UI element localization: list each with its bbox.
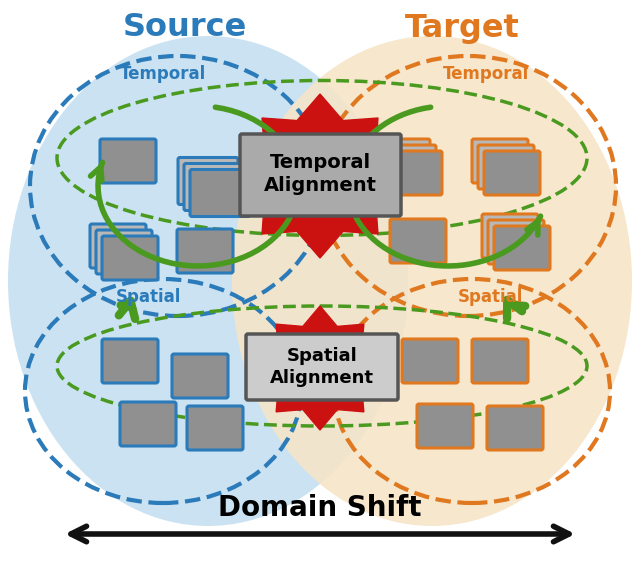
FancyBboxPatch shape (90, 224, 146, 268)
Text: Spatial
Alignment: Spatial Alignment (270, 347, 374, 387)
FancyBboxPatch shape (240, 134, 401, 216)
FancyBboxPatch shape (390, 219, 446, 263)
FancyBboxPatch shape (417, 404, 473, 448)
Polygon shape (258, 306, 382, 430)
FancyBboxPatch shape (380, 145, 436, 189)
Text: Spatial: Spatial (115, 288, 180, 306)
FancyBboxPatch shape (96, 230, 152, 274)
Ellipse shape (232, 36, 632, 526)
FancyBboxPatch shape (246, 334, 398, 400)
FancyBboxPatch shape (184, 164, 244, 210)
FancyBboxPatch shape (482, 214, 538, 258)
Text: Domain Shift: Domain Shift (218, 494, 422, 522)
FancyBboxPatch shape (478, 145, 534, 189)
Text: Temporal: Temporal (120, 65, 206, 83)
FancyBboxPatch shape (172, 354, 228, 398)
Text: Temporal: Temporal (443, 65, 529, 83)
Text: Target: Target (404, 13, 520, 44)
FancyBboxPatch shape (386, 151, 442, 195)
FancyBboxPatch shape (187, 406, 243, 450)
Text: Temporal
Alignment: Temporal Alignment (264, 153, 376, 195)
FancyBboxPatch shape (484, 151, 540, 195)
FancyBboxPatch shape (472, 339, 528, 383)
Polygon shape (238, 94, 402, 258)
FancyBboxPatch shape (102, 236, 158, 280)
FancyBboxPatch shape (178, 157, 238, 204)
FancyBboxPatch shape (494, 226, 550, 270)
FancyBboxPatch shape (374, 139, 430, 183)
FancyBboxPatch shape (472, 139, 528, 183)
Ellipse shape (8, 36, 408, 526)
FancyBboxPatch shape (120, 402, 176, 446)
Text: Spatial: Spatial (458, 288, 523, 306)
Text: Source: Source (123, 13, 247, 44)
FancyBboxPatch shape (402, 339, 458, 383)
FancyBboxPatch shape (102, 339, 158, 383)
FancyBboxPatch shape (100, 139, 156, 183)
FancyBboxPatch shape (177, 229, 233, 273)
FancyBboxPatch shape (487, 406, 543, 450)
FancyBboxPatch shape (190, 169, 250, 217)
FancyBboxPatch shape (488, 220, 544, 264)
